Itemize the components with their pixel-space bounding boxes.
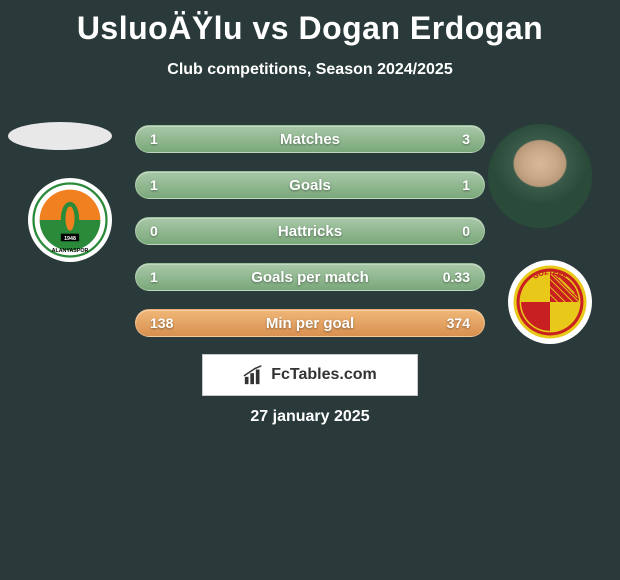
stat-right-value: 0 — [462, 223, 470, 239]
bar-chart-icon — [243, 364, 265, 386]
player-photo-right — [488, 124, 592, 228]
brand-label: FcTables.com — [271, 366, 377, 384]
svg-text:ALANYASPOR: ALANYASPOR — [52, 248, 89, 254]
stat-label: Hattricks — [278, 223, 342, 240]
svg-text:1948: 1948 — [64, 236, 76, 242]
stat-row-matches: 1 Matches 3 — [135, 125, 485, 153]
stat-left-value: 138 — [150, 315, 173, 331]
goztepe-logo-icon: GÖZTEPE GÖZTEPE — [512, 264, 588, 340]
stat-right-value: 3 — [462, 131, 470, 147]
page-subtitle: Club competitions, Season 2024/2025 — [0, 61, 620, 79]
stat-label: Min per goal — [266, 315, 354, 332]
player-photo-left — [8, 122, 112, 150]
stat-left-value: 1 — [150, 177, 158, 193]
stat-right-value: 0.33 — [443, 269, 470, 285]
stat-left-value: 0 — [150, 223, 158, 239]
stat-row-goals: 1 Goals 1 — [135, 171, 485, 199]
brand-box[interactable]: FcTables.com — [202, 354, 418, 396]
stats-table: 1 Matches 3 1 Goals 1 0 Hattricks 0 1 Go… — [135, 125, 485, 355]
alanyaspor-logo-icon: 1948 ALANYASPOR — [32, 182, 108, 258]
stat-label: Goals per match — [251, 269, 369, 286]
club-logo-right: GÖZTEPE GÖZTEPE — [508, 260, 592, 344]
stat-right-value: 1 — [462, 177, 470, 193]
stat-left-value: 1 — [150, 269, 158, 285]
stat-row-hattricks: 0 Hattricks 0 — [135, 217, 485, 245]
stat-row-goals-per-match: 1 Goals per match 0.33 — [135, 263, 485, 291]
stat-label: Matches — [280, 131, 340, 148]
stat-row-min-per-goal: 138 Min per goal 374 — [135, 309, 485, 337]
club-logo-left: 1948 ALANYASPOR — [28, 178, 112, 262]
stat-right-value: 374 — [447, 315, 470, 331]
stat-label: Goals — [289, 177, 331, 194]
date-label: 27 january 2025 — [0, 408, 620, 426]
stat-left-value: 1 — [150, 131, 158, 147]
page-title: UsluoÄŸlu vs Dogan Erdogan — [0, 0, 620, 47]
